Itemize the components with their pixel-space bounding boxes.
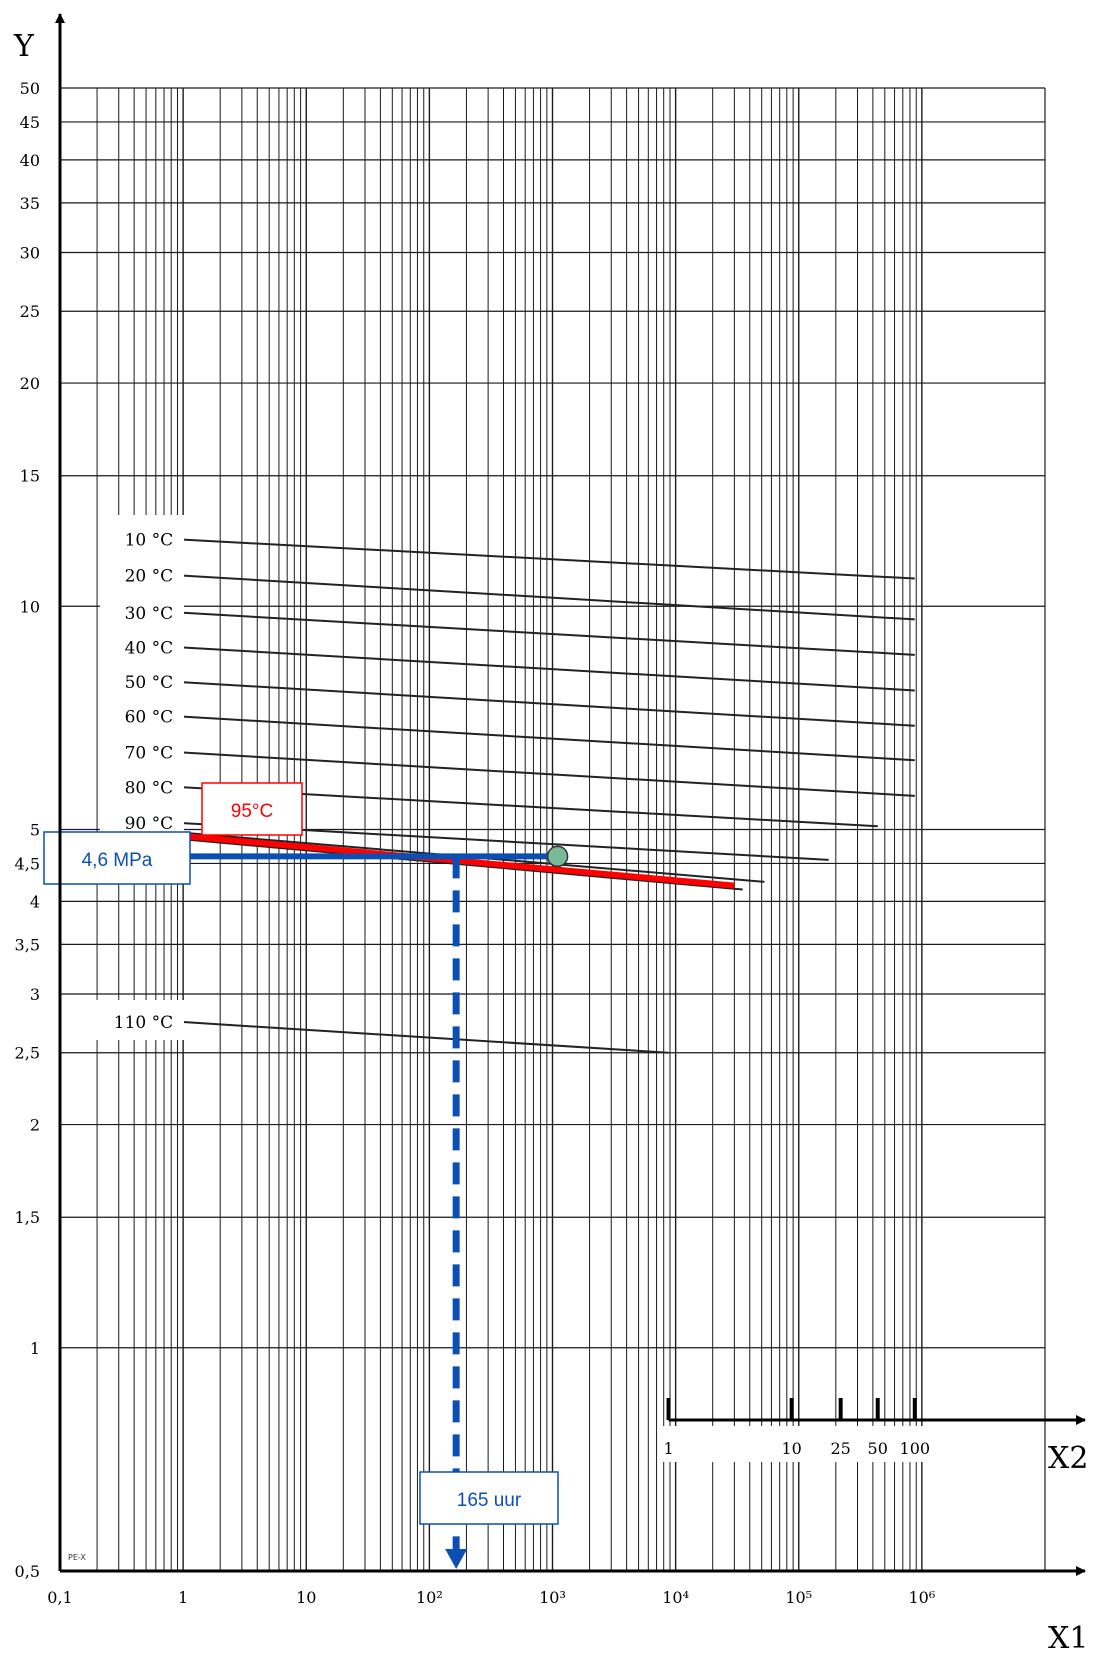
series-line [183,681,915,727]
y-tick-label: 50 [20,79,40,98]
y-tick-label: 2 [30,1116,40,1135]
temperature-label-box [201,782,303,836]
y-tick-label: 4 [30,892,40,911]
curve-label-mask [100,515,184,835]
x2-tick-label: 1 [663,1439,673,1458]
highlight-time-arrowhead [445,1549,468,1569]
series-label: 40 °C [125,638,174,658]
y-tick-label: 45 [20,113,40,132]
x-tick-label: 1 [178,1588,188,1607]
y-tick-label: 30 [20,244,40,263]
y-tick-label: 2,5 [15,1044,40,1063]
y-tick-label: 0,5 [15,1562,40,1581]
y-tick-label: 15 [20,467,40,486]
series-label: 60 °C [125,708,174,728]
y-tick-label: 3,5 [15,935,40,954]
series-line [183,838,743,891]
series-label: 70 °C [125,744,174,764]
y-tick-label: 4,5 [15,854,40,873]
y-tick-label: 1,5 [15,1208,40,1227]
x-tick-label: 10² [416,1588,443,1607]
x2-axis-title: X2 [1048,1441,1088,1476]
time-label: 165 uur [457,1490,522,1511]
x2-tick-label: 25 [830,1439,850,1458]
series-line [183,646,915,692]
x1-axis-title: X1 [1048,1621,1088,1656]
highlight-annotations: 95°C 4,6 MPa 165 uur [43,782,735,1569]
x-tick-label: 0,1 [47,1588,72,1607]
x2-tick-label: 50 [868,1439,888,1458]
temperature-curves [183,538,915,1054]
series-line [183,715,915,762]
y-tick-label: 20 [20,374,40,393]
x-tick-label: 10³ [539,1588,566,1607]
y-tick-label: 10 [20,597,40,616]
stress-label-box [43,831,191,885]
series-line [183,751,915,797]
x-tick-label: 10⁶ [908,1588,935,1607]
x2-axis-background [658,1426,935,1462]
temperature-label: 95°C [231,801,273,822]
y-tick-label: 40 [20,151,40,170]
series-label: 10 °C [125,531,174,551]
series-line [183,538,915,580]
y-tick-label: 35 [20,194,40,213]
series-line [183,574,915,621]
curve-labels: 10 °C 20 °C 30 °C 40 °C 50 °C 60 °C 70 °C 80 °C… [114,531,173,1033]
series-label: 110 °C [114,1013,173,1033]
y-tick-label: 25 [20,302,40,321]
series-label: 50 °C [125,673,174,693]
stress-label: 4,6 MPa [82,850,153,871]
y-tick-label: 3 [30,985,40,1004]
x-tick-label: 10⁴ [662,1588,689,1607]
y-tick-label: 1 [30,1339,40,1358]
series-line [183,611,915,656]
x-tick-label: 10⁵ [785,1588,812,1607]
time-label-box [419,1471,559,1525]
highlight-point [546,845,569,868]
x2-tick-label: 10 [781,1439,801,1458]
curve-label-mask-110 [90,1000,184,1040]
series-label: 30 °C [125,604,174,624]
axes: Y X1 X2 50 45 40 35 30 25 20 15 10 5 4,5 4 3,5 3 2,5 2 1,5 1… [13,13,1088,1656]
series-line [183,1021,669,1054]
y-axis-title: Y [13,29,35,64]
corner-mark: PE-X [68,1553,86,1562]
series-label: 80 °C [125,778,174,798]
y-tick-label: 5 [30,821,40,840]
x-tick-label: 10 [296,1588,316,1607]
x2-tick-label: 100 [900,1439,931,1458]
series-label: 90 °C [125,814,174,834]
series-label: 20 °C [125,567,174,587]
